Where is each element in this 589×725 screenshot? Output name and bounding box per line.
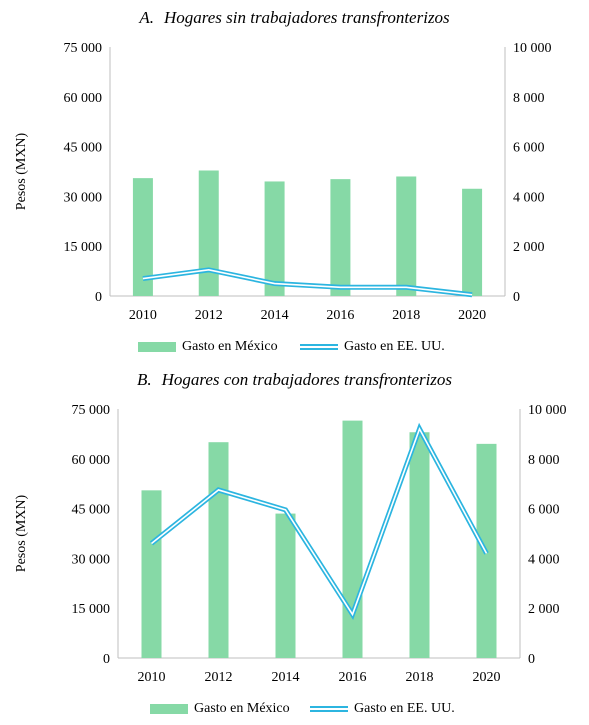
bar-2010 [141,490,162,658]
y-left-tick-label: 45 000 [72,503,111,518]
y-right-tick-label: 8 000 [528,453,560,468]
y-right-tick-label: 0 [513,290,520,305]
legend-item-bar-a: Gasto en México [138,336,278,358]
bar-2016 [342,420,363,658]
chart-svg-a: 75 000 60 000 45 000 30 000 15 000 0 10 000 8 0… [14,41,552,323]
x-tick-label: 2016 [339,670,367,685]
y-left-tick-label: 15 000 [72,602,111,617]
y-right-tick-label: 2 000 [528,602,560,617]
bar-2014 [264,181,285,296]
y-right-tick-label: 6 000 [528,503,560,518]
y-left-tick-label: 60 000 [64,91,103,106]
chart-title-letter-a: A. [139,8,154,27]
legend-label-line-b: Gasto en EE. UU. [354,701,455,716]
line-series-inner [142,269,473,296]
y-axis-label: Pesos (MXN) [14,132,29,210]
legend-swatch-bar-b [150,704,188,714]
chart-title-b: B. Hogares con trabajadores transfronteri… [0,370,589,390]
x-tick-label: 2020 [473,670,501,685]
bar-2016 [330,179,351,296]
line-series-outer [142,267,473,298]
chart-title-text-a: Hogares sin trabajadores transfronterizo… [163,8,450,27]
chart-title-letter-b: B. [136,370,152,389]
y-left-tick-label: 15 000 [64,240,103,255]
y-left-tick-label: 30 000 [64,190,103,205]
x-tick-label: 2016 [326,308,354,323]
legend-item-line-b: Gasto en EE. UU. [310,698,455,720]
y-left-tick-label: 75 000 [72,403,111,418]
y-right-tick-label: 0 [528,652,535,667]
line-series-inner [151,426,488,617]
legend-b: Gasto en México Gasto en EE. UU. [0,698,589,720]
legend-label-line-a: Gasto en EE. UU. [344,339,445,354]
y-right-tick-label: 6 000 [513,141,545,156]
legend-swatch-line-b [310,706,348,712]
y-right-tick-label: 4 000 [528,552,560,567]
bar-2010 [132,178,153,296]
y-left-tick-label: 60 000 [72,453,111,468]
bar-2018 [396,176,417,296]
x-tick-label: 2010 [138,670,166,685]
chart-title-text-b: Hogares con trabajadores transfronterizo… [161,370,453,389]
x-tick-label: 2014 [261,308,289,323]
bar-2018 [409,432,430,658]
y-right-tick-label: 10 000 [528,403,567,418]
x-tick-label: 2012 [205,670,233,685]
y-left-tick-label: 0 [103,652,110,667]
bar-2012 [198,170,219,296]
legend-swatch-bar-a [138,342,176,352]
legend-a: Gasto en México Gasto en EE. UU. [0,336,589,358]
bar-2020 [462,188,483,296]
bar-2014 [275,513,296,658]
y-left-tick-label: 0 [95,290,102,305]
y-right-tick-label: 8 000 [513,91,545,106]
legend-item-bar-b: Gasto en México [150,698,290,720]
y-left-tick-label: 75 000 [64,41,103,56]
x-tick-label: 2014 [272,670,300,685]
y-left-tick-label: 30 000 [72,552,111,567]
chart-title-a: A. Hogares sin trabajadores transfronteri… [0,8,589,28]
x-tick-label: 2018 [406,670,434,685]
legend-label-bar-a: Gasto en México [182,339,278,354]
y-right-tick-label: 10 000 [513,41,552,56]
legend-swatch-line-a [300,344,338,350]
legend-label-bar-b: Gasto en México [194,701,290,716]
x-tick-label: 2018 [392,308,420,323]
x-tick-label: 2012 [195,308,223,323]
x-tick-label: 2020 [458,308,486,323]
y-axis-label: Pesos (MXN) [14,494,29,572]
chart-svg-b: 75 000 60 000 45 000 30 000 15 000 0 10 000 8 0… [14,403,567,685]
chart-panel-a: A. Hogares sin trabajadores transfronteri… [0,0,589,362]
y-left-tick-label: 45 000 [64,141,103,156]
legend-item-line-a: Gasto en EE. UU. [300,336,445,358]
chart-panel-b: B. Hogares con trabajadores transfronteri… [0,362,589,725]
y-right-tick-label: 4 000 [513,190,545,205]
y-right-tick-label: 2 000 [513,240,545,255]
x-tick-label: 2010 [129,308,157,323]
bar-2012 [208,442,229,658]
line-series-outer [149,422,489,621]
